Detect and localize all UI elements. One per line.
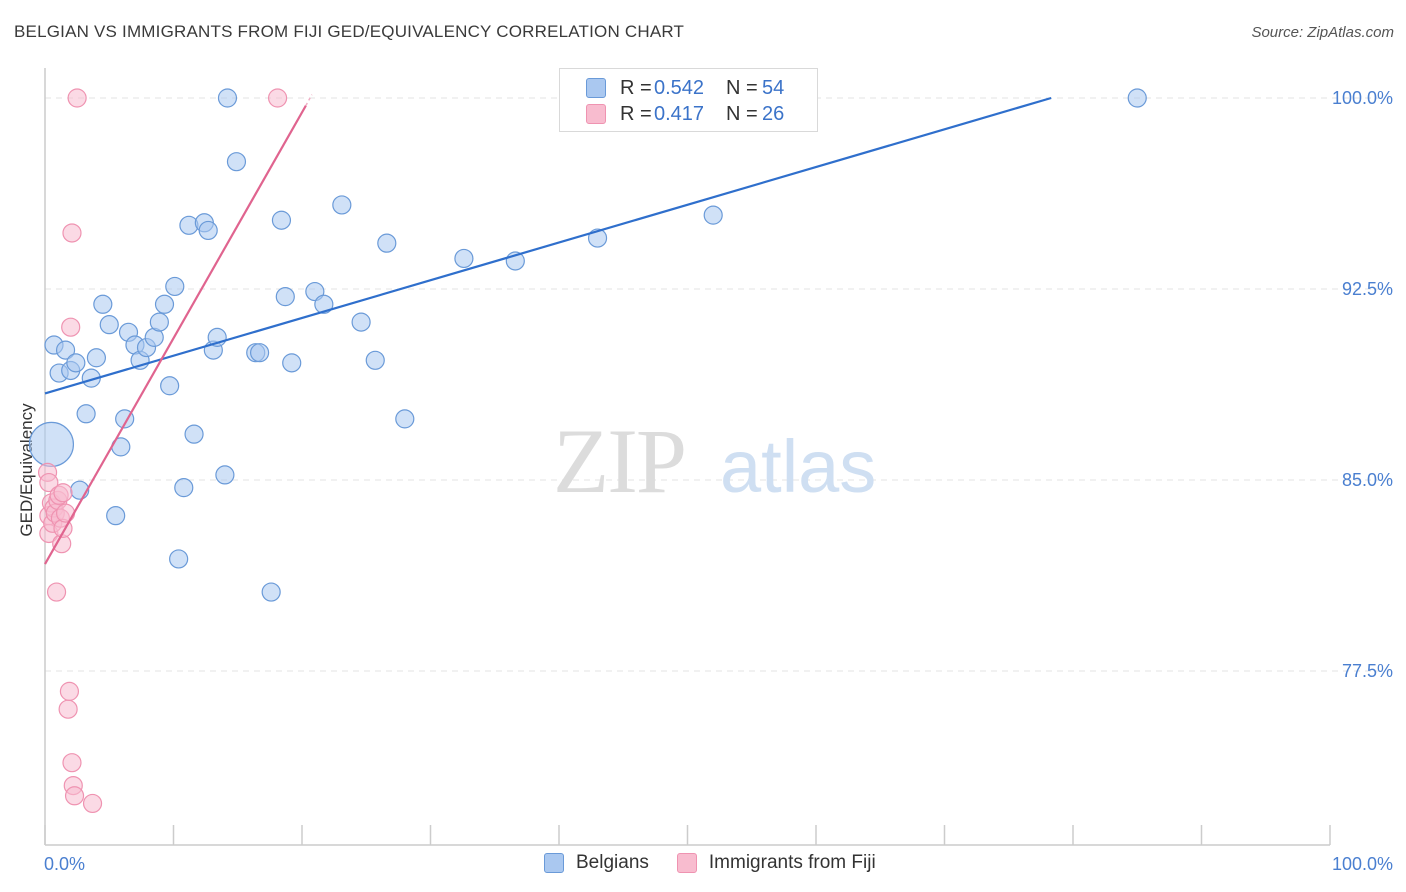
source-label: Source: ZipAtlas.com	[1251, 24, 1394, 41]
legend-swatch-fiji	[676, 853, 697, 873]
fiji-trendline	[44, 105, 307, 565]
legend-n-fiji: 26	[762, 102, 785, 125]
belgian-point	[703, 205, 723, 225]
fiji-point	[61, 317, 81, 337]
grid-lines	[45, 97, 1390, 672]
legend-label-fiji: Immigrants from Fiji	[708, 852, 876, 873]
y-tick-labels: 77.5% 85.0% 92.5% 100.0%	[1332, 88, 1393, 681]
x-tick-labels: 0.0% 100.0%	[44, 854, 1393, 874]
legend-r-label: R =	[620, 102, 652, 125]
legend-r-fiji: 0.417	[654, 102, 705, 125]
belgian-point	[66, 353, 86, 373]
belgians-trendline	[44, 96, 1052, 395]
legend-label-belgians: Belgians	[576, 852, 649, 873]
watermark: ZIP atlas	[553, 410, 876, 512]
fiji-point	[82, 793, 103, 814]
belgian-point	[28, 421, 75, 467]
belgian-point	[86, 348, 107, 368]
belgian-point	[377, 233, 397, 253]
belgian-point	[174, 478, 194, 498]
belgian-point	[1127, 88, 1147, 108]
fiji-point	[62, 753, 82, 773]
watermark-zip: ZIP	[553, 410, 685, 512]
belgian-point	[282, 353, 302, 373]
belgian-point	[271, 210, 292, 230]
x-tick-label-min: 0.0%	[44, 854, 85, 874]
fiji-point	[58, 699, 78, 719]
belgian-point	[332, 195, 352, 215]
y-tick-label: 85.0%	[1342, 470, 1393, 490]
fiji-point	[62, 223, 82, 243]
y-tick-label: 92.5%	[1342, 279, 1393, 299]
belgian-point	[226, 152, 247, 172]
belgian-point	[249, 343, 270, 363]
belgian-point	[198, 220, 218, 241]
watermark-atlas: atlas	[720, 425, 876, 508]
legend-swatch-belgians	[586, 78, 606, 98]
belgian-point	[217, 88, 238, 108]
belgian-point	[314, 294, 334, 314]
belgian-point	[261, 582, 281, 602]
belgian-point	[106, 506, 126, 526]
legend-n-label: N =	[726, 76, 758, 99]
belgian-point	[149, 312, 169, 332]
legend-n-label: N =	[726, 102, 758, 125]
fiji-points	[37, 88, 288, 814]
belgian-point	[395, 409, 415, 429]
fiji-point	[53, 483, 73, 503]
y-tick-label: 77.5%	[1342, 661, 1393, 681]
belgians-points	[28, 88, 1147, 602]
fiji-point	[39, 472, 59, 493]
legend-r-belgians: 0.542	[654, 76, 705, 99]
belgian-point	[184, 424, 204, 444]
legend-swatch-fiji	[586, 104, 606, 124]
legend-row-fiji: R = 0.417 N = 26	[586, 102, 784, 126]
fiji-point	[55, 503, 76, 523]
chart-title: BELGIAN VS IMMIGRANTS FROM FIJI GED/EQUI…	[14, 22, 685, 41]
fiji-trendline-extension	[305, 94, 313, 106]
belgian-point	[454, 248, 474, 269]
legend-r-label: R =	[620, 76, 652, 99]
belgian-point	[99, 315, 119, 335]
x-tick-label-max: 100.0%	[1332, 854, 1393, 874]
belgian-point	[76, 404, 96, 424]
belgian-point	[154, 294, 175, 314]
belgian-point	[365, 350, 385, 370]
legend-item-belgians[interactable]: Belgians	[544, 852, 649, 874]
belgian-point	[160, 376, 180, 396]
axes	[44, 68, 1331, 846]
belgian-point	[275, 287, 295, 307]
stats-legend: R = 0.542 N = 54 R = 0.417 N = 26	[559, 68, 818, 132]
y-axis-title: GED/Equivalency	[17, 403, 36, 537]
belgian-point	[93, 294, 113, 314]
series-legend: Belgians Immigrants from Fiji	[544, 852, 904, 874]
belgian-point	[215, 465, 235, 485]
legend-item-fiji[interactable]: Immigrants from Fiji	[676, 852, 876, 874]
fiji-point	[59, 681, 80, 701]
legend-row-belgians: R = 0.542 N = 54	[586, 76, 784, 100]
trendlines	[44, 94, 1052, 565]
legend-n-belgians: 54	[762, 76, 785, 99]
belgian-point	[351, 312, 371, 332]
belgian-point	[165, 276, 185, 297]
fiji-point	[46, 582, 67, 602]
belgian-point	[55, 340, 76, 360]
fiji-point	[67, 88, 87, 108]
fiji-point	[64, 786, 85, 806]
y-tick-label: 100.0%	[1332, 88, 1393, 108]
belgian-point	[169, 549, 189, 569]
legend-swatch-belgians	[544, 853, 564, 873]
fiji-point	[267, 88, 288, 108]
